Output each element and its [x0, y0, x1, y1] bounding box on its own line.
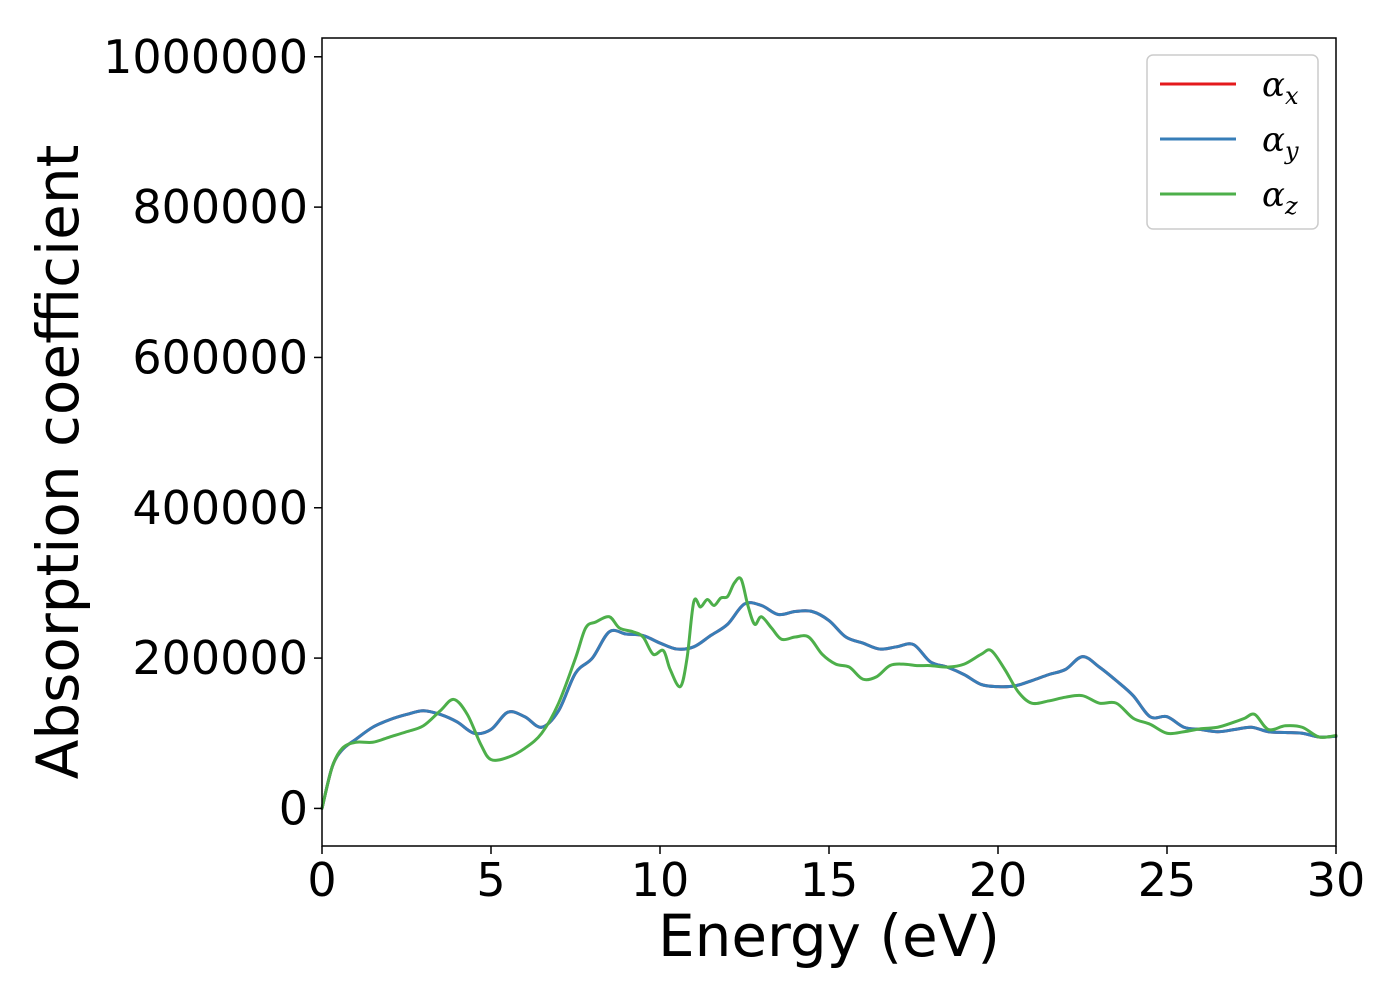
legend-label-x: αx	[1262, 65, 1299, 110]
y-tick-label: 400000	[132, 481, 308, 535]
x-tick-label: 30	[1307, 853, 1366, 907]
x-tick-label: 20	[969, 853, 1028, 907]
y-tick-label: 600000	[132, 330, 308, 384]
x-axis-label: Energy (eV)	[658, 902, 1000, 970]
x-tick-label: 10	[631, 853, 690, 907]
plot-lines	[320, 576, 1338, 810]
x-tick-label: 15	[800, 853, 859, 907]
x-tick-label: 5	[476, 853, 505, 907]
series-line-y	[320, 601, 1338, 810]
y-tick-label: 0	[279, 781, 308, 835]
y-tick-label: 200000	[132, 631, 308, 685]
x-tick-label: 0	[307, 853, 336, 907]
legend-box	[1146, 54, 1319, 230]
x-tick-label: 25	[1138, 853, 1197, 907]
y-tick-label: 1000000	[103, 30, 308, 84]
y-tick-label: 800000	[132, 180, 308, 234]
y-axis-ticks: 0 200000 400000 600000 800000 1000000	[103, 30, 322, 835]
series-line-x	[320, 601, 1338, 810]
series-line-z	[320, 576, 1338, 810]
legend-label-z: αz	[1262, 175, 1298, 220]
y-axis-label: Absorption coefficient	[24, 145, 92, 780]
legend-label-y: αy	[1262, 120, 1299, 165]
x-axis-ticks: 0 5 10 15 20 25 30	[307, 846, 1365, 907]
legend: αx αy αz	[1146, 54, 1319, 230]
